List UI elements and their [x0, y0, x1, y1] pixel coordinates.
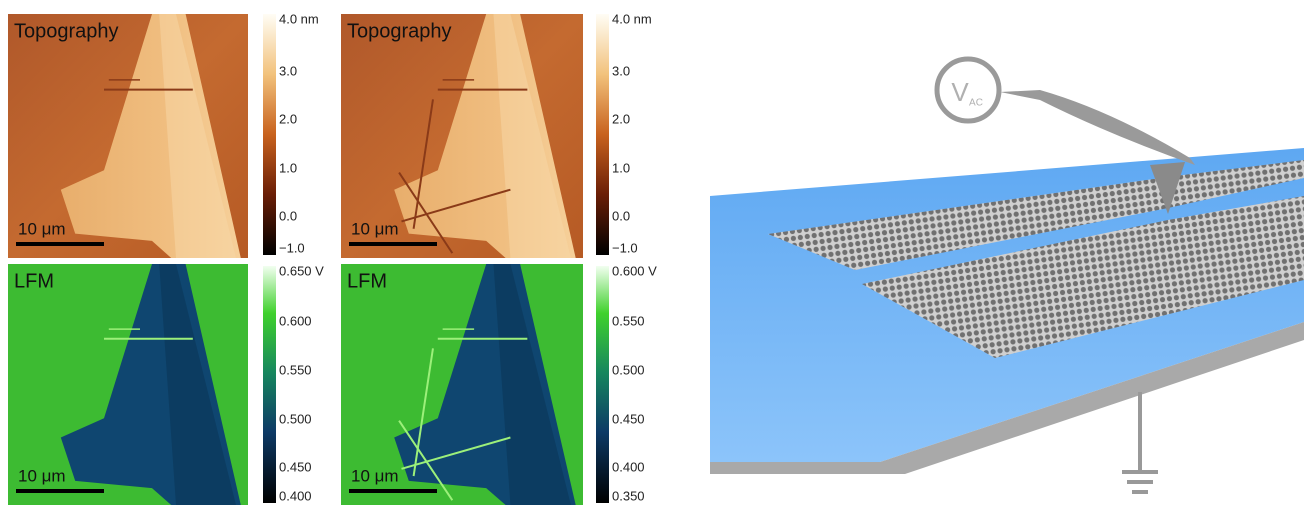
colorbar-tick-label: 0.350: [612, 488, 645, 503]
colorbar-tick-label: 0.650 V: [279, 263, 324, 278]
colorbar-tick-label: 0.0: [279, 208, 297, 223]
colorbar-tick-label: 3.0: [279, 63, 297, 78]
panel-label: Topography: [347, 20, 452, 42]
colorbar: [596, 14, 609, 255]
colorbar-tick-label: 0.0: [612, 208, 630, 223]
colorbar-tick-label: 0.600: [279, 313, 312, 328]
colorbar-tick-label: 1.0: [612, 160, 630, 175]
colorbar-tick-label: 0.550: [612, 313, 645, 328]
colorbar: [263, 14, 276, 255]
colorbar-tick-label: 0.500: [279, 411, 312, 426]
scale-bar: [16, 242, 104, 246]
colorbar-tick-label: −1.0: [279, 240, 305, 255]
panel-label: LFM: [14, 270, 54, 292]
colorbar-tick-label: 0.400: [612, 459, 645, 474]
colorbar-tick-label: 0.400: [279, 488, 312, 503]
figure: V AC Topography 10 μm 4.0 nm 3.0 2.0 1.0 0.0 −1…: [0, 0, 1304, 505]
panel-label: Topography: [14, 20, 119, 42]
cantilever: [1000, 90, 1195, 165]
colorbar-tick-label: 0.600 V: [612, 263, 657, 278]
colorbar-tick-label: 3.0: [612, 63, 630, 78]
colorbar-tick-label: 0.550: [279, 362, 312, 377]
scale-bar: [349, 489, 437, 493]
ground-bar: [1122, 470, 1158, 474]
panel-label: LFM: [347, 270, 387, 292]
schematic: V AC: [710, 59, 1304, 494]
colorbar-tick-label: 4.0 nm: [612, 11, 652, 26]
colorbar-tick-label: 2.0: [612, 111, 630, 126]
scale-bar-label: 10 μm: [18, 219, 66, 238]
micrograph: LFM 10 μm: [341, 264, 583, 505]
source-label: V: [951, 77, 969, 107]
colorbar-tick-label: 0.450: [279, 459, 312, 474]
scale-bar-label: 10 μm: [18, 466, 66, 485]
ground-bar: [1132, 490, 1148, 494]
colorbar-tick-label: 2.0: [279, 111, 297, 126]
micrograph: Topography 10 μm: [341, 14, 583, 258]
scale-bar: [349, 242, 437, 246]
micrograph: LFM 10 μm: [8, 264, 248, 505]
source-subscript: AC: [969, 98, 983, 109]
colorbar-tick-label: 1.0: [279, 160, 297, 175]
scale-bar-label: 10 μm: [351, 466, 399, 485]
colorbar-tick-label: 0.500: [612, 362, 645, 377]
micrograph: Topography 10 μm: [8, 14, 248, 258]
scale-bar: [16, 489, 104, 493]
scale-bar-label: 10 μm: [351, 219, 399, 238]
colorbar: [263, 266, 276, 503]
colorbar-tick-label: 0.450: [612, 411, 645, 426]
colorbar: [596, 266, 609, 503]
colorbar-tick-label: −1.0: [612, 240, 638, 255]
ground-bar: [1127, 480, 1153, 484]
colorbar-tick-label: 4.0 nm: [279, 11, 319, 26]
